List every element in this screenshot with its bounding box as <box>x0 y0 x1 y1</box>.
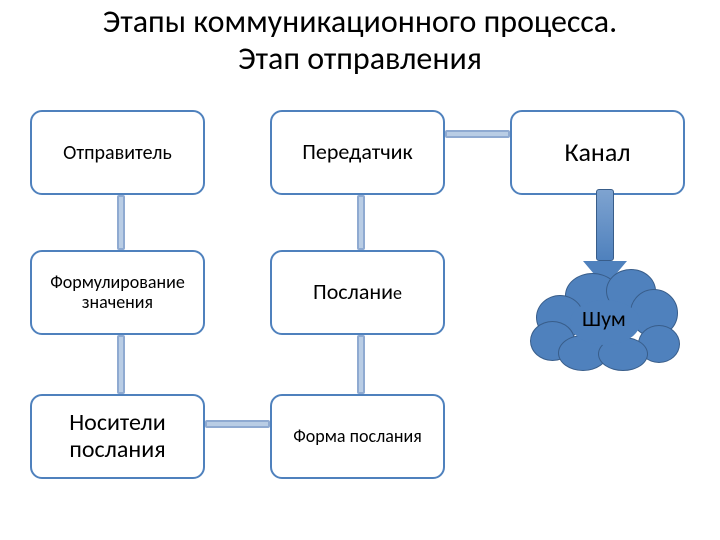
connector-trans-channel <box>445 130 510 138</box>
connector-trans-message <box>357 195 365 250</box>
page-title: Этапы коммуникационного процесса. Этап о… <box>0 0 720 78</box>
connector-message-form <box>357 335 365 394</box>
node-message: Послание <box>270 250 445 335</box>
node-form-label: Форма послания <box>293 427 422 447</box>
node-sender-label: Отправитель <box>63 142 172 164</box>
node-channel: Канал <box>510 110 685 195</box>
connector-carriers-form <box>205 420 270 428</box>
node-formulate-label: Формулирование значения <box>50 273 185 313</box>
node-carriers-label: Носители послания <box>69 410 166 463</box>
title-line2: Этап отправления <box>0 41 720 78</box>
node-transmitter-label: Передатчик <box>302 140 413 164</box>
connector-formulate-carriers <box>117 335 125 394</box>
node-formulate: Формулирование значения <box>30 250 205 335</box>
node-sender: Отправитель <box>30 110 205 195</box>
node-transmitter: Передатчик <box>270 110 445 195</box>
node-message-label: Послание <box>313 280 402 304</box>
noise-label: Шум <box>582 305 626 332</box>
diagram-canvas: Отправитель Передатчик Канал Формулирова… <box>0 110 720 540</box>
node-channel-label: Канал <box>564 138 630 167</box>
node-carriers: Носители послания <box>30 394 205 479</box>
arrow-stem <box>596 189 614 261</box>
node-form: Форма послания <box>270 394 445 479</box>
connector-sender-formulate <box>117 195 125 250</box>
title-line1: Этапы коммуникационного процесса. <box>0 4 720 41</box>
